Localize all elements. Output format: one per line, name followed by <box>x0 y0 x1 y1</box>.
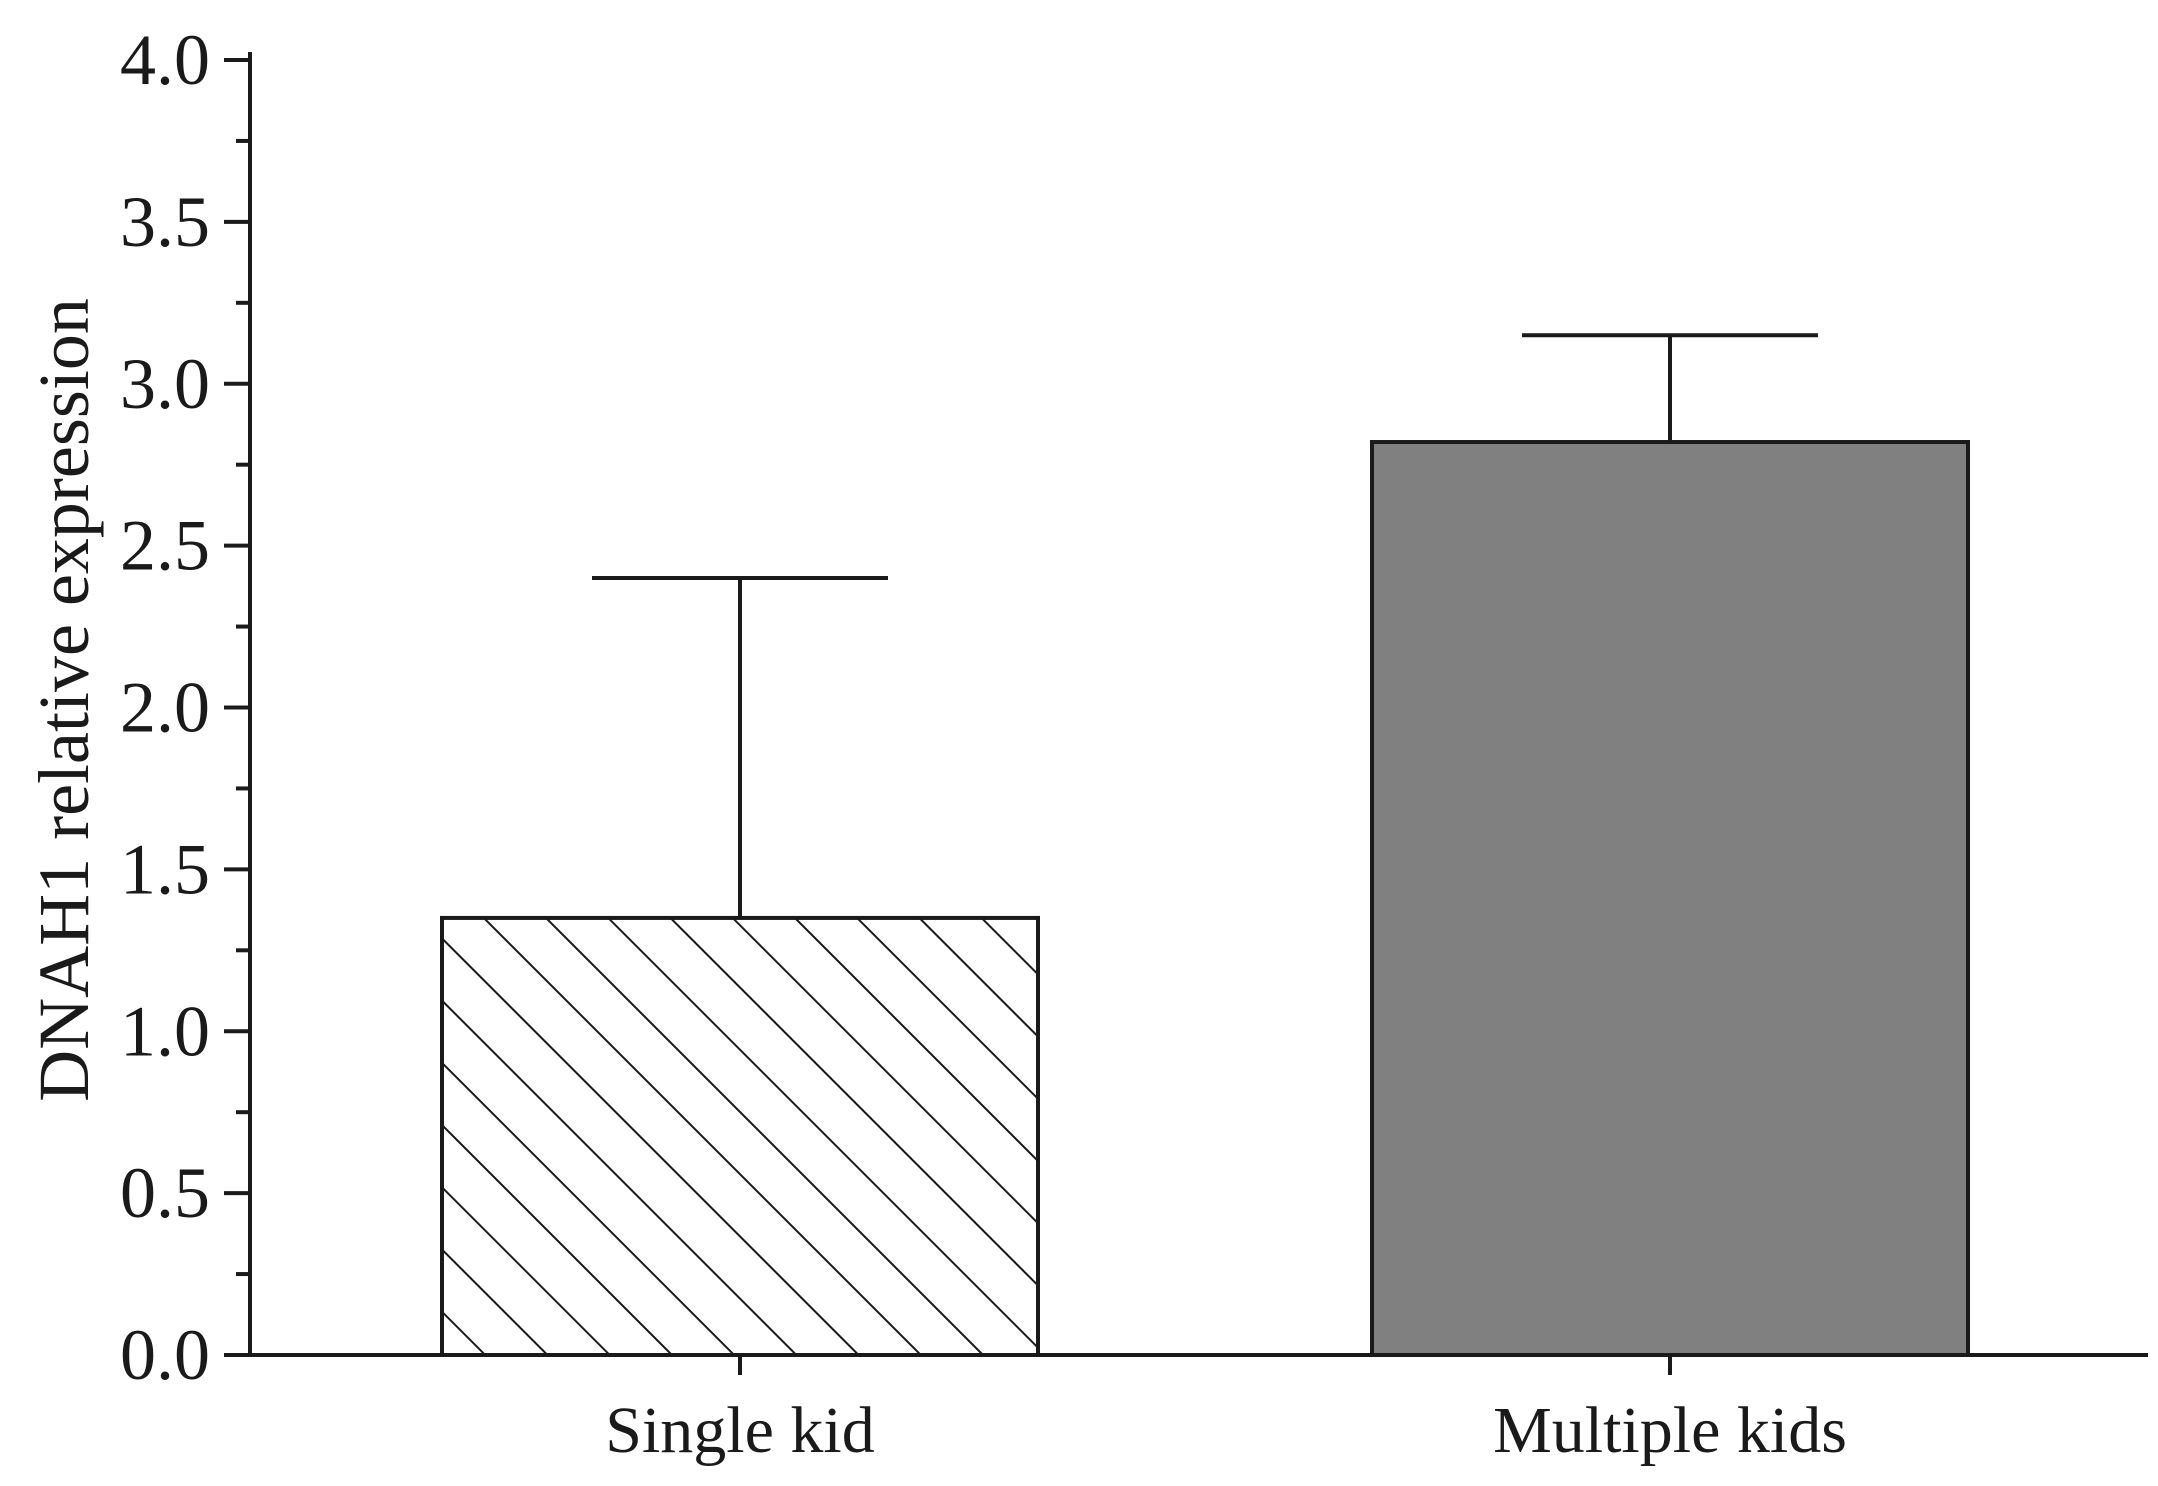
y-tick-label: 1.0 <box>120 991 210 1071</box>
x-tick-label: Single kid <box>605 1394 875 1467</box>
y-tick-label: 2.5 <box>120 506 210 586</box>
labels-layer: Single kid Multiple kids 0.0 0.5 1.0 1.5 2.0 2.… <box>120 20 1847 1467</box>
y-tick-label: 2.0 <box>120 668 210 748</box>
y-tick-label: 3.0 <box>120 344 210 424</box>
axes-layer <box>224 52 2148 1375</box>
y-tick-label: 0.5 <box>120 1153 210 1233</box>
error-bars-layer <box>592 333 1818 918</box>
bars-layer <box>440 440 1970 1357</box>
bar-multiple-kids <box>1370 440 1970 1357</box>
y-tick-label: 4.0 <box>120 20 210 100</box>
bar-single-kid <box>440 915 1040 1357</box>
y-tick-label: 0.0 <box>120 1315 210 1395</box>
y-tick-label: 1.5 <box>120 829 210 909</box>
y-axis-title: DNAH1 relative expression <box>24 298 104 1102</box>
y-tick-label: 3.5 <box>120 182 210 262</box>
x-tick-label: Multiple kids <box>1493 1394 1847 1467</box>
